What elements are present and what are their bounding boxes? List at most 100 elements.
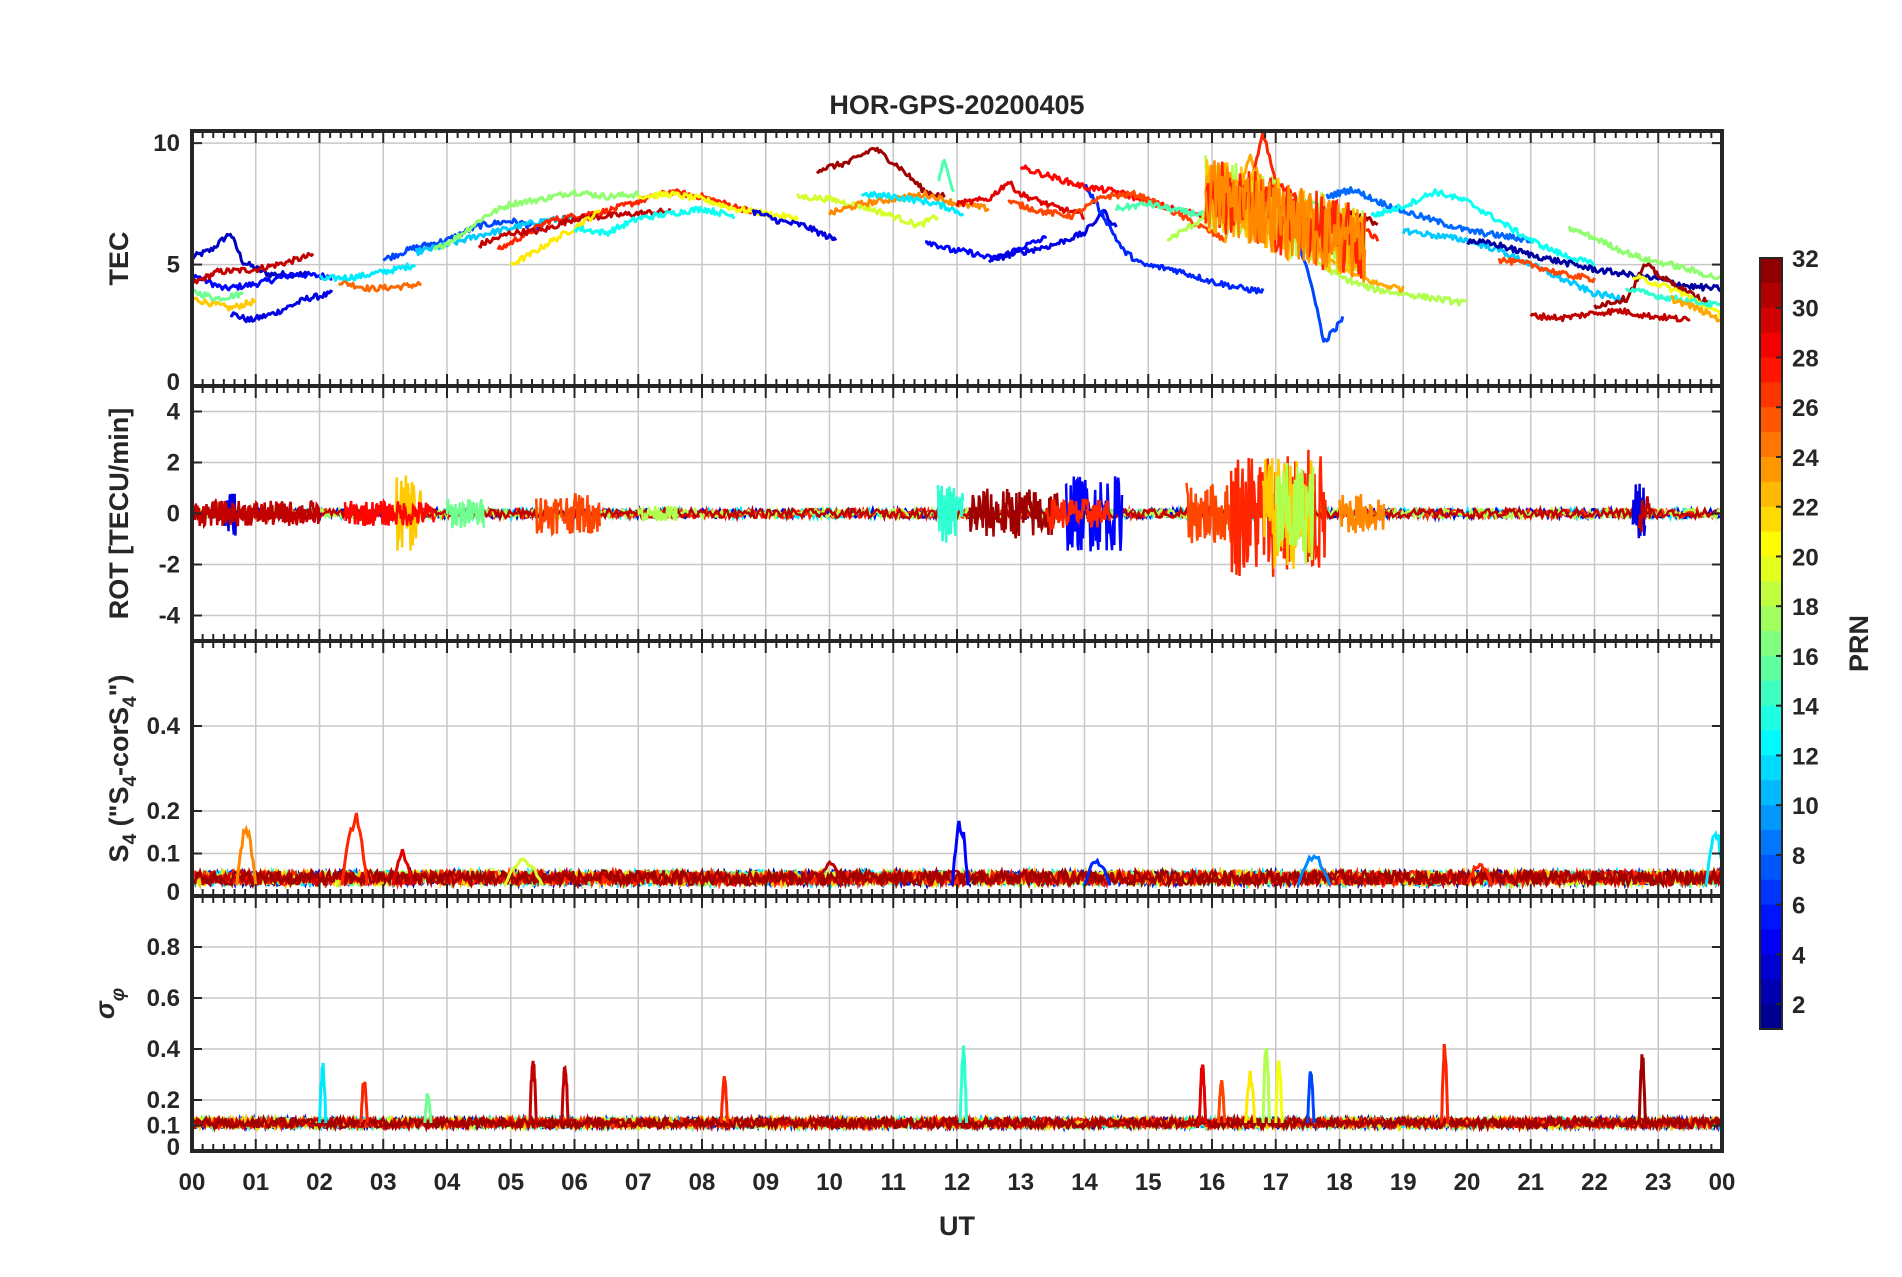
- rot-burst-prn-27: [1045, 498, 1111, 531]
- y-axis-label-part: S: [104, 844, 134, 862]
- colorbar-segment: [1760, 332, 1782, 359]
- tec-series-prn-27: [496, 188, 767, 251]
- y-axis-label-part: -corS: [104, 707, 134, 776]
- tec-series-prn-11: [1401, 227, 1627, 303]
- tec-series-prn-31: [815, 146, 946, 199]
- colorbar-segment: [1760, 655, 1782, 682]
- tec-series-prn-16: [192, 287, 244, 302]
- rot-burst-prn-31: [968, 488, 1060, 539]
- s4-spike-prn-5: [950, 820, 970, 886]
- s4-spike-prn-12: [1704, 829, 1722, 886]
- tec-series-prn-17: [432, 188, 640, 251]
- colorbar-tick-label: 12: [1792, 743, 1819, 770]
- colorbar-segment: [1760, 556, 1782, 582]
- sigma-spike-prn-27: [1440, 1043, 1450, 1124]
- tec-series-prn-5: [192, 270, 333, 292]
- y-tick-label: 0.1: [147, 1113, 180, 1140]
- colorbar-tick-label: 10: [1792, 793, 1819, 820]
- x-tick-label: 07: [625, 1169, 652, 1196]
- sigma-spike-prn-14: [958, 1045, 969, 1124]
- colorbar-segment: [1760, 830, 1782, 856]
- y-tick-label: -2: [159, 552, 180, 579]
- sigma-spike-prn-20: [1274, 1060, 1284, 1124]
- rot-burst-prn-5: [1064, 476, 1124, 552]
- colorbar-tick-label: 32: [1792, 246, 1819, 273]
- sigma-spike-prn-18: [1261, 1047, 1271, 1124]
- panel-sigma: 00.10.2 0.4 0.6 0.8 σφ: [90, 894, 1724, 1161]
- colorbar-label: PRN: [1844, 615, 1874, 672]
- s4-spike-prn-24: [235, 824, 258, 886]
- panel-tec: 0 5 10 TEC: [104, 129, 1724, 396]
- x-tick-label: 00: [179, 1169, 206, 1196]
- colorbar-segment: [1760, 904, 1782, 931]
- y-axis-label-part: 4: [120, 776, 141, 787]
- y-axis-label-s4: S4 ("S4-corS4"): [104, 675, 141, 863]
- tec-series-prn-12: [318, 262, 416, 282]
- sigma-spike-prn-12: [318, 1062, 328, 1124]
- sigma-spike-prn-16: [423, 1093, 433, 1124]
- tec-series-prn-30: [192, 251, 315, 286]
- y-tick-label: 0.4: [147, 1036, 181, 1063]
- y-tick-label: 0.2: [147, 1087, 180, 1114]
- x-tick-label: 14: [1071, 1169, 1098, 1196]
- tec-series-prn-30: [477, 207, 672, 249]
- tec-series-prn-22: [192, 296, 257, 312]
- rot-burst-prn-26: [535, 493, 601, 537]
- x-tick-label: 22: [1581, 1169, 1608, 1196]
- colorbar-tick-label: 24: [1792, 445, 1819, 472]
- colorbar-tick-label: 8: [1792, 843, 1805, 870]
- colorbar-segment: [1760, 879, 1782, 906]
- tec-series-prn-5: [924, 235, 1048, 263]
- colorbar-segment: [1760, 282, 1782, 309]
- rot-burst-prn-30: [192, 497, 321, 530]
- sigma-spike-prn-27: [719, 1076, 729, 1124]
- y-tick-label: 2: [167, 450, 180, 477]
- panel-sigma-plot: [192, 1043, 1722, 1133]
- colorbar-segment: [1760, 805, 1782, 831]
- colorbar-segment: [1760, 581, 1782, 607]
- rot-burst-prn-24: [1338, 493, 1386, 534]
- s4-spike-prn-27: [1465, 862, 1494, 887]
- panel-tec-plot: [192, 131, 1722, 343]
- colorbar-tick-label: 28: [1792, 345, 1819, 372]
- colorbar-segment: [1760, 1004, 1782, 1030]
- y-tick-label: 0: [167, 369, 180, 396]
- x-tick-label: 03: [370, 1169, 397, 1196]
- x-tick-label: 16: [1199, 1169, 1226, 1196]
- sigma-spike-prn-7: [1306, 1071, 1316, 1124]
- tec-series-prn-21: [509, 209, 602, 266]
- colorbar-tick-label: 30: [1792, 296, 1819, 323]
- colorbar-tick-label: 18: [1792, 594, 1819, 621]
- panel-s4: 00.10.20.4S4 ("S4-corS4"): [104, 639, 1724, 906]
- x-tick-label: 19: [1390, 1169, 1417, 1196]
- tec-series-prn-13: [1370, 188, 1596, 267]
- y-axis-label-part: "): [104, 675, 134, 697]
- x-tick-label: 01: [242, 1169, 269, 1196]
- s4-spike-prn-9: [1296, 854, 1332, 886]
- colorbar-tick-label: 6: [1792, 893, 1805, 920]
- x-tick-label: 05: [497, 1169, 524, 1196]
- colorbar-segment: [1760, 432, 1782, 458]
- tec-series-prn-20: [637, 190, 799, 223]
- x-axis-label: UT: [939, 1211, 975, 1241]
- tec-series-prn-15: [937, 158, 956, 193]
- tec-series-prn-4: [987, 208, 1118, 264]
- sigma-baseline-prn-31: [192, 1113, 1722, 1133]
- x-tick-label: 18: [1326, 1169, 1353, 1196]
- tec-series-prn-26: [1007, 189, 1226, 243]
- s4-spike-prn-19: [503, 857, 544, 887]
- x-tick-label: 11: [881, 1169, 906, 1196]
- y-tick-label: 0: [167, 879, 180, 906]
- tec-series-prn-6: [1083, 184, 1265, 295]
- x-tick-label: 17: [1262, 1169, 1289, 1196]
- colorbar-segment: [1760, 506, 1782, 533]
- y-tick-label: 0: [167, 1134, 180, 1161]
- y-tick-label: 0.6: [147, 985, 180, 1012]
- sigma-spike-prn-29: [1197, 1064, 1208, 1124]
- tec-series-prn-19: [796, 193, 940, 229]
- s4-spike-prn-29: [391, 848, 414, 886]
- colorbar-segment: [1760, 929, 1782, 955]
- colorbar-segment: [1760, 456, 1782, 483]
